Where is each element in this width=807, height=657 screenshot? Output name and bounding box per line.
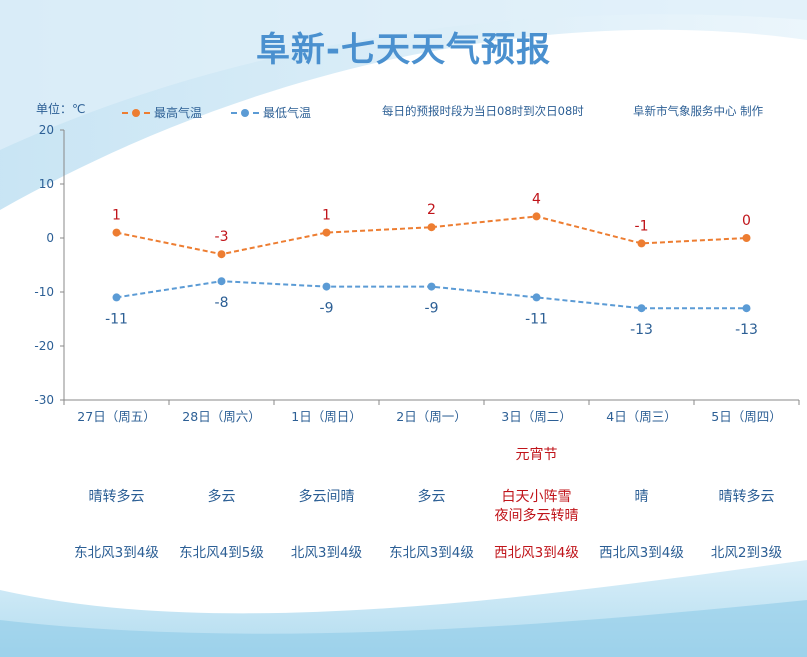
high-point <box>742 234 751 242</box>
low-point <box>742 304 751 313</box>
weather-row: 晴转多云 多云 多云间晴 多云 白天小阵雪夜间多云转晴 晴 晴转多云 <box>64 488 799 526</box>
y-tick-label: -10 <box>34 285 54 299</box>
low-point <box>217 277 226 286</box>
high-data-label: 1 <box>112 208 121 224</box>
x-tick-label: 2日（周一） <box>396 409 466 424</box>
high-data-label: -1 <box>635 218 649 234</box>
high-data-label: 0 <box>742 213 751 229</box>
festival-cell <box>169 446 274 465</box>
festival-cell: 元宵节 <box>484 446 589 465</box>
high-point <box>217 250 226 259</box>
low-point <box>637 304 646 313</box>
low-data-label: -11 <box>525 311 548 327</box>
low-point <box>427 282 436 291</box>
wind-cell-text: 北风3到4级 <box>290 545 363 561</box>
x-tick-label: 4日（周三） <box>606 409 676 424</box>
weather-cell: 白天小阵雪夜间多云转晴 <box>484 488 589 526</box>
legend-high-line <box>122 108 150 117</box>
wind-cell: 西北风3到4级 <box>484 544 589 563</box>
high-point <box>112 228 121 237</box>
y-tick-label: 0 <box>46 231 54 245</box>
page-title: 阜新-七天天气预报 <box>255 30 552 70</box>
high-data-label: 2 <box>427 202 436 218</box>
high-point <box>427 223 436 232</box>
weather-cell-text: 晴转多云 <box>718 489 775 505</box>
festival-row: 元宵节 <box>64 446 799 465</box>
high-data-label: 4 <box>532 191 541 207</box>
wind-cell-text: 东北风3到4级 <box>389 545 474 561</box>
low-data-label: -9 <box>425 301 439 317</box>
y-tick-label: -20 <box>34 339 54 353</box>
weather-cell: 晴转多云 <box>694 488 799 526</box>
weather-cell-text: 晴转多云 <box>88 489 145 505</box>
legend-low-line <box>231 108 259 117</box>
festival-cell <box>379 446 484 465</box>
festival-cell <box>589 446 694 465</box>
legend-low: 最低气温 <box>231 104 311 121</box>
high-data-label: 1 <box>322 208 331 224</box>
weather-cell-text: 多云 <box>207 489 236 505</box>
x-tick-label: 28日（周六） <box>182 409 260 424</box>
low-data-label: -9 <box>320 301 334 317</box>
wind-row: 东北风3到4级 东北风4到5级 北风3到4级 东北风3到4级 西北风3到4级 西北风3到4… <box>64 544 799 563</box>
festival-cell <box>694 446 799 465</box>
low-data-label: -11 <box>105 311 128 327</box>
weather-cell: 晴 <box>589 488 694 526</box>
low-point <box>322 282 331 291</box>
y-tick-label: -30 <box>34 393 54 407</box>
high-point <box>532 212 541 221</box>
source-note: 阜新市气象服务中心 制作 <box>633 104 764 118</box>
x-tick-label: 5日（周四） <box>711 409 781 424</box>
low-point <box>112 293 121 302</box>
wind-cell-text: 西北风3到4级 <box>494 545 579 561</box>
x-tick-label: 27日（周五） <box>77 409 155 424</box>
wind-cell: 东北风4到5级 <box>169 544 274 563</box>
y-tick-label: 20 <box>39 123 54 137</box>
series-high-line <box>116 215 747 256</box>
x-tick-label: 1日（周日） <box>291 409 361 424</box>
forecast-period-note: 每日的预报时段为当日08时到次日08时 <box>382 104 584 118</box>
wind-cell: 北风2到3级 <box>694 544 799 563</box>
high-point <box>322 228 331 237</box>
wind-cell-text: 东北风4到5级 <box>179 545 264 561</box>
legend-high: 最高气温 <box>122 104 202 121</box>
wind-cell: 东北风3到4级 <box>379 544 484 563</box>
weather-cell-text: 晴 <box>634 489 649 505</box>
wind-cell-text: 北风2到3级 <box>710 545 783 561</box>
legend-low-label: 最低气温 <box>263 106 312 120</box>
high-point <box>637 239 646 248</box>
weather-cell: 晴转多云 <box>64 488 169 526</box>
x-tick-label: 3日（周二） <box>501 409 571 424</box>
weather-cell-text: 夜间多云转晴 <box>494 508 579 524</box>
wind-cell: 西北风3到4级 <box>589 544 694 563</box>
weather-cell: 多云 <box>379 488 484 526</box>
wind-cell: 东北风3到4级 <box>64 544 169 563</box>
weather-cell-text: 白天小阵雪 <box>501 489 572 505</box>
low-data-label: -8 <box>215 295 229 311</box>
low-point <box>532 293 541 302</box>
y-tick-label: 10 <box>39 177 54 191</box>
wind-cell-text: 东北风3到4级 <box>74 545 159 561</box>
low-data-label: -13 <box>630 322 653 338</box>
low-data-label: -13 <box>735 322 758 338</box>
high-data-label: -3 <box>215 229 229 245</box>
wind-cell-text: 西北风3到4级 <box>599 545 684 561</box>
festival-cell <box>64 446 169 465</box>
weather-cell-text: 多云间晴 <box>298 489 355 505</box>
festival-cell-text: 元宵节 <box>515 447 558 463</box>
weather-cell-text: 多云 <box>417 489 446 505</box>
festival-cell <box>274 446 379 465</box>
weather-cell: 多云 <box>169 488 274 526</box>
weather-cell: 多云间晴 <box>274 488 379 526</box>
legend-high-label: 最高气温 <box>154 106 203 120</box>
wind-cell: 北风3到4级 <box>274 544 379 563</box>
unit-label: 单位：℃ <box>36 102 86 116</box>
